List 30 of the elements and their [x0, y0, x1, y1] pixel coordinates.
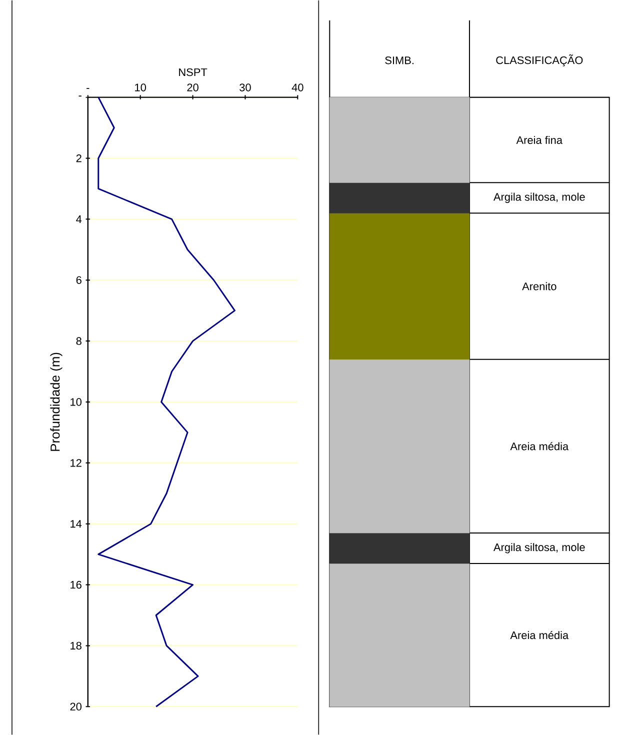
bar	[329, 563, 470, 707]
text: Areia média	[510, 442, 568, 450]
x-tick-label: 30	[239, 84, 251, 92]
y-tick-label: 8	[76, 337, 82, 345]
text: Areia fina	[516, 136, 562, 144]
text: SIMB.	[385, 56, 414, 64]
text: Areia média	[510, 630, 568, 640]
bar	[329, 97, 470, 183]
y-axis-title: Profundidade (m)	[50, 352, 62, 451]
bar	[329, 182, 470, 214]
y-tick-label: 10	[70, 398, 82, 406]
y-tick-label: 20	[70, 702, 82, 711]
bar	[329, 359, 470, 534]
text: CLASSIFICAÇÃO	[496, 54, 583, 66]
text: Argila siltosa, mole	[493, 192, 585, 203]
x-tick-label: 10	[134, 84, 146, 92]
y-tick-label: 6	[76, 276, 82, 284]
y-tick-label: 14	[70, 520, 82, 528]
y-tick-label: 12	[70, 459, 82, 467]
bar	[329, 532, 470, 564]
x-axis-title: NSPT	[178, 68, 207, 76]
y-tick-label: 2	[76, 154, 82, 162]
y-tick-label: 18	[70, 642, 82, 650]
y-tick-label: 16	[70, 580, 82, 589]
bar	[329, 212, 470, 360]
text: Argila siltosa, mole	[493, 543, 585, 554]
x-tick-label: 40	[292, 84, 304, 92]
text: Arenito	[522, 282, 556, 290]
y-tick-label: 4	[76, 215, 82, 223]
x-tick-label: 20	[187, 84, 198, 92]
